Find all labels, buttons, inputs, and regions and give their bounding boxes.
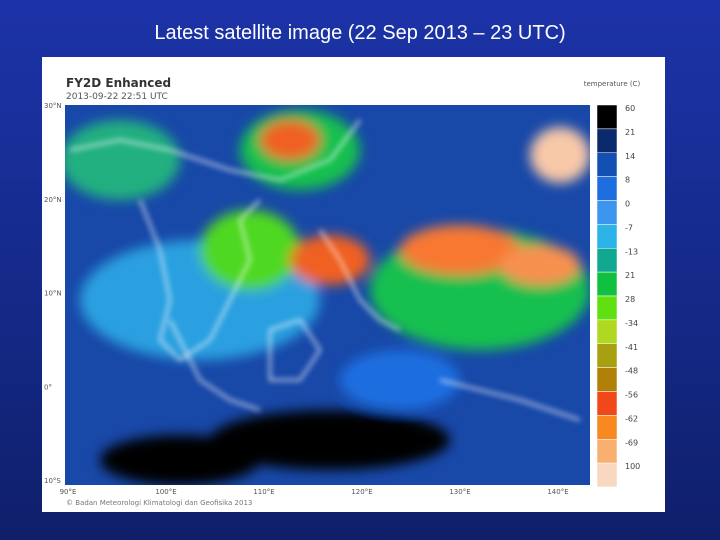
legend-swatch	[596, 319, 618, 344]
legend-label: -62	[625, 414, 638, 423]
slide-title: Latest satellite image (22 Sep 2013 – 23…	[154, 22, 566, 44]
legend-label: 14	[625, 152, 635, 161]
legend-label: -69	[625, 438, 638, 447]
legend-label: -56	[625, 391, 638, 400]
legend-label: -41	[625, 343, 638, 352]
legend-swatch	[596, 248, 618, 273]
legend-label: -7	[625, 223, 633, 232]
lat-label: 10°S	[44, 477, 61, 485]
legend-label: 0	[625, 200, 630, 209]
legend-swatch	[596, 152, 618, 177]
legend-swatch	[596, 128, 618, 153]
credit: © Badan Meteorologi Klimatologi dan Geof…	[66, 499, 252, 507]
legend-label: 28	[625, 295, 635, 304]
legend-swatch	[596, 367, 618, 392]
legend-swatch	[596, 295, 618, 321]
legend-label: -48	[625, 367, 638, 376]
lat-label: 10°N	[44, 290, 62, 298]
legend-swatch	[596, 200, 618, 225]
lon-label: 110°E	[253, 488, 274, 496]
legend-swatch	[596, 176, 618, 201]
lat-label: 30°N	[44, 102, 62, 110]
legend-label: 21	[625, 128, 635, 137]
legend-swatch	[596, 271, 618, 297]
legend-label: -13	[625, 247, 638, 256]
lon-label: 140°E	[547, 488, 568, 496]
image-timestamp: 2013-09-22 22:51 UTC	[66, 92, 168, 102]
legend-swatch	[596, 343, 618, 368]
legend-label: 21	[625, 271, 635, 280]
legend-swatch	[596, 439, 618, 464]
lon-label: 120°E	[351, 488, 372, 496]
legend-label: 8	[625, 176, 630, 185]
legend-label: -34	[625, 319, 638, 328]
map	[65, 105, 590, 485]
legend-swatch	[596, 224, 618, 249]
lon-label: 90°E	[60, 488, 77, 496]
legend-swatch	[596, 391, 618, 416]
image-title: FY2D Enhanced	[66, 76, 171, 90]
lat-label: 20°N	[44, 196, 62, 204]
legend-swatch	[596, 104, 618, 130]
legend-label: 60	[625, 104, 635, 113]
lon-label: 130°E	[449, 488, 470, 496]
lon-label: 100°E	[155, 488, 176, 496]
legend-swatch	[596, 415, 618, 440]
lat-label: 0°	[44, 383, 52, 391]
legend-title: temperature (C)	[584, 80, 641, 88]
legend-label: 100	[625, 462, 640, 471]
legend-swatch	[596, 462, 618, 488]
